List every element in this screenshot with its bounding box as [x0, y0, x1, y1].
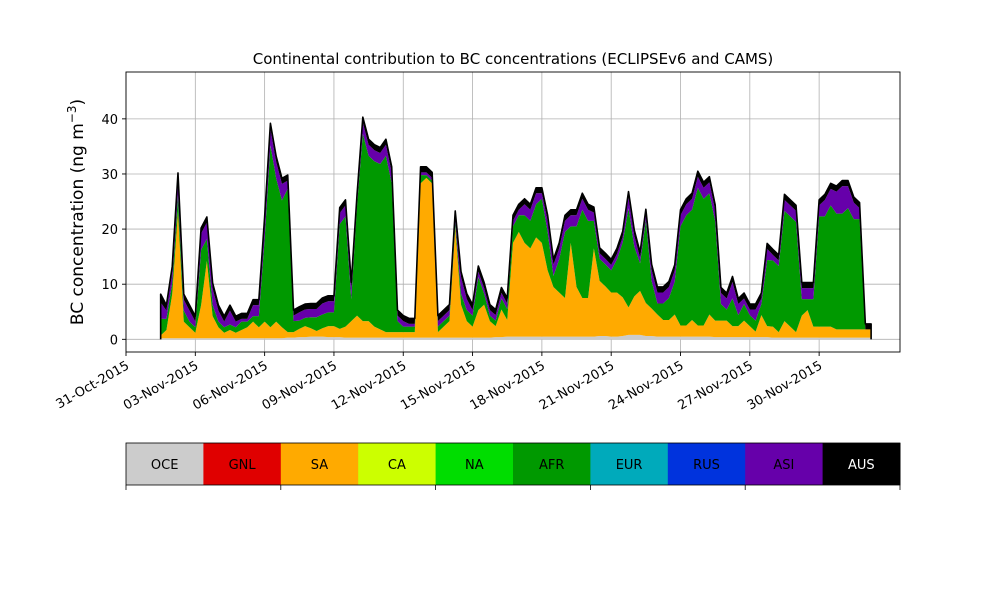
legend-label-sa: SA: [311, 458, 328, 473]
y-tick-label: 0: [110, 333, 118, 348]
y-tick-label: 20: [101, 223, 118, 238]
y-axis-label-text: BC concentration (ng m: [68, 123, 88, 325]
legend-label-ca: CA: [388, 458, 406, 473]
legend-swatch-na: [435, 443, 514, 485]
x-tick-label: 06-Nov-2015: [190, 358, 270, 413]
legend-label-afr: AFR: [539, 458, 564, 473]
y-tick-label: 30: [101, 168, 118, 183]
total-outline: [159, 116, 872, 340]
legend-swatch-asi: [745, 443, 824, 485]
legend-label-eur: EUR: [616, 458, 643, 473]
x-tick-label: 15-Nov-2015: [398, 358, 478, 413]
stacked-areas: [160, 117, 872, 340]
legend-swatch-ca: [358, 443, 437, 485]
y-axis-ticks: 0 10 20 30 40: [101, 113, 126, 348]
x-tick-label: 31-Oct-2015: [54, 358, 132, 412]
x-tick-label: 27-Nov-2015: [676, 358, 756, 413]
x-tick-label: 09-Nov-2015: [260, 358, 340, 413]
y-axis-label-superscript: −3: [65, 105, 79, 123]
x-tick-label: 12-Nov-2015: [329, 358, 409, 413]
legend-swatch-sa: [280, 443, 359, 485]
x-tick-label: 21-Nov-2015: [537, 358, 617, 413]
x-tick-label: 24-Nov-2015: [606, 358, 686, 413]
y-tick-label: 10: [101, 278, 118, 293]
legend-frame: [125, 442, 901, 486]
chart-title: Continental contribution to BC concentra…: [253, 50, 774, 68]
legend-label-oce: OCE: [151, 458, 179, 473]
legend-swatch-oce: [126, 443, 204, 485]
legend-label-asi: ASI: [773, 458, 794, 473]
plot-frame: [125, 71, 901, 353]
legend-swatch-rus: [667, 443, 746, 485]
total-concentration-line: [159, 116, 872, 340]
x-axis-ticks: 31-Oct-201503-Nov-201506-Nov-201509-Nov-…: [54, 352, 825, 413]
x-tick-label: 30-Nov-2015: [745, 358, 825, 413]
legend-label-gnl: GNL: [229, 458, 257, 473]
y-axis-label-suffix: ): [68, 99, 88, 106]
legend-swatch-eur: [590, 443, 669, 485]
colorbar-legend: OCE GNL SA CA NA AFR EUR RUS ASI AUS: [125, 442, 901, 490]
legend-swatch-aus: [822, 443, 901, 485]
x-tick-label: 03-Nov-2015: [121, 358, 201, 413]
area-series-afr: [160, 133, 872, 336]
legend-swatch-gnl: [203, 443, 282, 485]
legend-label-aus: AUS: [848, 458, 875, 473]
legend-label-na: NA: [465, 458, 484, 473]
x-tick-label: 18-Nov-2015: [468, 358, 548, 413]
area-series-sa: [160, 177, 872, 339]
legend-swatch-afr: [513, 443, 591, 485]
area-series-oce: [160, 334, 872, 340]
y-axis-label: BC concentration (ng m−3): [65, 99, 88, 325]
legend-label-rus: RUS: [693, 458, 720, 473]
y-tick-label: 40: [101, 113, 118, 128]
